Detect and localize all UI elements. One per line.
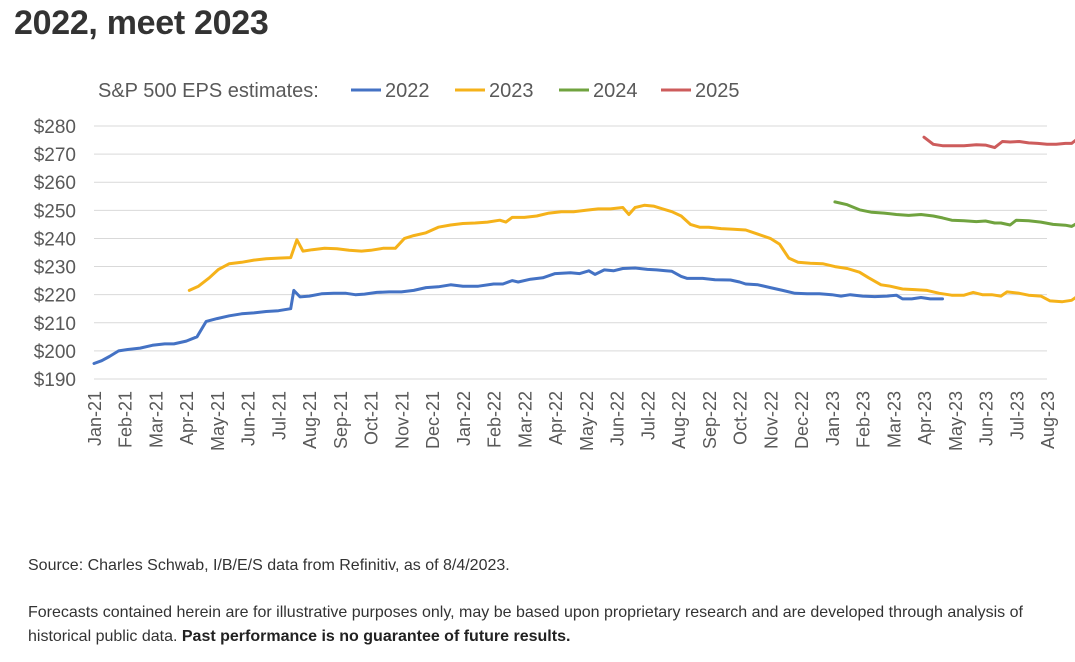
chart-notes: Source: Charles Schwab, I/B/E/S data fro…	[28, 554, 1063, 649]
y-tick-label: $240	[34, 229, 76, 250]
page-title: 2022, meet 2023	[14, 4, 269, 42]
x-tick-label: Mar-21	[146, 391, 166, 448]
x-tick-label: Jun-21	[239, 391, 259, 446]
x-tick-label: Apr-22	[546, 391, 566, 445]
x-axis: Jan-21 Feb-21 Mar-21 Apr-21 May-21 Jun-21 Jul-…	[85, 391, 1058, 451]
x-tick-label: Dec-22	[792, 391, 812, 449]
y-tick-label: $280	[34, 117, 76, 138]
x-tick-label: Aug-23	[1038, 391, 1058, 449]
x-tick-label: Feb-22	[485, 391, 505, 448]
disclaimer-bold: Past performance is no guarantee of futu…	[181, 628, 571, 645]
x-tick-label: Jul-22	[638, 391, 658, 440]
x-tick-label: Feb-21	[116, 391, 136, 448]
chart-series	[92, 135, 1075, 365]
chart-legend: S&P 500 EPS estimates: 2022 2023 2024 2025	[98, 80, 740, 102]
x-tick-label: Jul-23	[1007, 391, 1027, 440]
x-tick-label: May-21	[208, 391, 228, 451]
x-tick-label: Mar-23	[884, 391, 904, 448]
y-tick-label: $220	[34, 286, 76, 307]
x-tick-label: Sep-22	[700, 391, 720, 449]
y-tick-label: $260	[34, 173, 76, 194]
x-tick-label: Aug-21	[300, 391, 320, 449]
series-line-2022	[92, 266, 944, 365]
x-tick-label: Jan-23	[823, 391, 843, 446]
x-tick-label: Nov-22	[761, 391, 781, 449]
y-tick-label: $210	[34, 314, 76, 335]
y-axis: $190 $200 $210 $220 $230 $240 $250 $260 $270 $280	[34, 117, 76, 391]
y-tick-label: $230	[34, 258, 76, 279]
legend-label-2024: 2024	[593, 80, 638, 102]
x-tick-label: Oct-21	[362, 391, 382, 445]
source-note: Source: Charles Schwab, I/B/E/S data fro…	[28, 557, 510, 574]
line-chart: S&P 500 EPS estimates: 2022 2023 2024 2025 $…	[34, 80, 1075, 451]
x-tick-label: Jan-21	[85, 391, 105, 446]
x-tick-label: Sep-21	[331, 391, 351, 449]
series-line-2025	[922, 135, 1075, 150]
series-line-2023	[187, 203, 1075, 304]
legend-label-2025: 2025	[695, 80, 740, 102]
y-tick-label: $270	[34, 145, 76, 166]
x-tick-label: Jun-23	[977, 391, 997, 446]
x-tick-label: Jul-21	[269, 391, 289, 440]
legend-label-2023: 2023	[489, 80, 534, 102]
x-tick-label: Dec-21	[423, 391, 443, 449]
x-tick-label: Aug-22	[669, 391, 689, 449]
disclaimer-text: Forecasts contained herein are for illus…	[28, 604, 1023, 645]
legend-title: S&P 500 EPS estimates:	[98, 80, 319, 102]
x-tick-label: Jun-22	[608, 391, 628, 446]
x-tick-label: Oct-22	[731, 391, 751, 445]
y-tick-label: $250	[34, 201, 76, 222]
disclaimer: Forecasts contained herein are for illus…	[28, 601, 1063, 649]
x-tick-label: Jan-22	[454, 391, 474, 446]
x-tick-label: May-23	[946, 391, 966, 451]
x-tick-label: Apr-21	[177, 391, 197, 445]
chart-container: S&P 500 EPS estimates: 2022 2023 2024 2025 $…	[0, 66, 1075, 486]
y-tick-label: $200	[34, 342, 76, 363]
legend-label-2022: 2022	[385, 80, 430, 102]
series-line-2024	[833, 200, 1075, 228]
x-tick-label: Feb-23	[854, 391, 874, 448]
x-tick-label: Nov-21	[392, 391, 412, 449]
x-tick-label: May-22	[577, 391, 597, 451]
y-tick-label: $190	[34, 370, 76, 391]
x-tick-label: Apr-23	[915, 391, 935, 445]
x-tick-label: Mar-22	[515, 391, 535, 448]
chart-grid	[94, 125, 1047, 380]
